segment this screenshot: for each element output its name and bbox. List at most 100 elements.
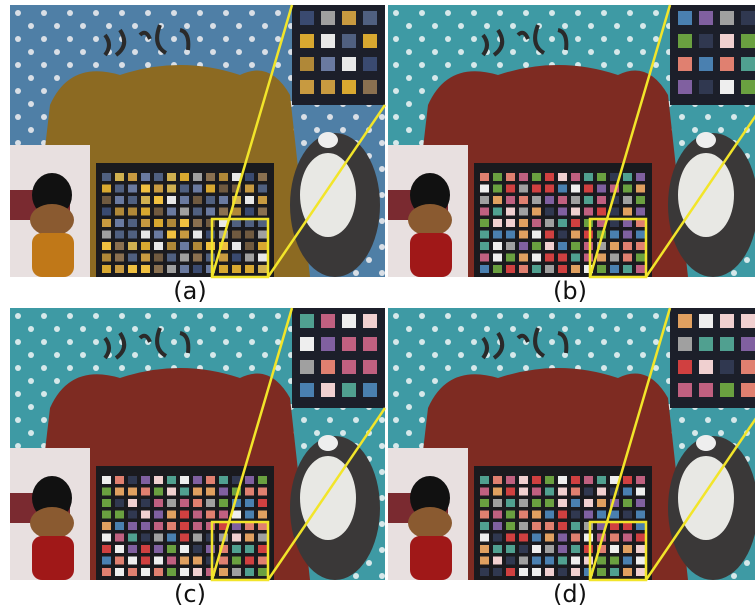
checker-patch [636,196,645,204]
checker-patch [219,488,228,496]
checker-patch [571,173,580,181]
checker-patch [128,545,137,553]
checker-patch [597,265,606,273]
checker-patch [571,219,580,227]
checker-patch [154,208,163,216]
checker-patch [141,254,150,262]
checker-patch [245,231,254,239]
checker-patch [128,265,137,273]
checker-patch [232,231,241,239]
checker-patch [167,242,176,250]
checker-patch [571,557,580,565]
inset-patch [342,360,356,374]
panel-label: (a) [173,277,206,305]
inset-patch [300,314,314,328]
checker-patch [636,488,645,496]
photo-panel [10,5,385,277]
checker-patch [571,522,580,530]
checker-patch [167,185,176,193]
checker-patch [558,522,567,530]
inset-patch [363,57,377,71]
checker-patch [128,242,137,250]
checker-patch [519,568,528,576]
inset-patch [678,34,692,48]
checker-patch [506,185,515,193]
checker-patch [141,545,150,553]
checker-patch [141,568,150,576]
checker-patch [545,208,554,216]
teddy-head [408,507,452,539]
checker-patch [610,231,619,239]
inset-patch [699,383,713,397]
checker-patch [493,476,502,484]
inset-patch [363,360,377,374]
checker-patch [532,522,541,530]
inset-patch [321,360,335,374]
inset-patch [300,34,314,48]
checker-patch [571,265,580,273]
inset-patch [300,360,314,374]
checker-patch [258,488,267,496]
checker-patch [180,534,189,542]
checker-patch [167,173,176,181]
checker-patch [154,476,163,484]
checker-patch [636,231,645,239]
checker-patch [636,208,645,216]
checker-patch [206,511,215,519]
checker-patch [141,196,150,204]
checker-patch [636,557,645,565]
checker-patch [206,534,215,542]
checker-patch [519,242,528,250]
plush-eye [318,132,338,148]
checker-patch [532,568,541,576]
checker-patch [519,173,528,181]
checker-patch [519,488,528,496]
inset-patch [720,34,734,48]
checker-patch [154,219,163,227]
checker-patch [258,185,267,193]
checker-patch [115,185,124,193]
checker-patch [154,242,163,250]
checker-patch [115,568,124,576]
checker-patch [480,242,489,250]
checker-patch [141,511,150,519]
inset-patch [741,383,755,397]
checker-patch [493,488,502,496]
checker-patch [480,208,489,216]
checker-patch [193,499,202,507]
checker-patch [180,219,189,227]
plush-belly [300,153,356,237]
checker-patch [167,219,176,227]
checker-patch [115,242,124,250]
checker-patch [245,173,254,181]
checker-patch [219,511,228,519]
checker-patch [258,231,267,239]
checker-patch [597,185,606,193]
inset-patch [363,383,377,397]
checker-patch [206,254,215,262]
checker-patch [623,534,632,542]
checker-patch [141,185,150,193]
inset-patch [741,360,755,374]
checker-patch [558,208,567,216]
checker-patch [506,522,515,530]
teddy-head [30,507,74,539]
checker-patch [128,185,137,193]
checker-patch [636,568,645,576]
checker-patch [141,522,150,530]
checker-patch [623,196,632,204]
checker-patch [193,476,202,484]
checker-patch [141,242,150,250]
inset-patch [342,383,356,397]
inset-patch [300,337,314,351]
checker-patch [558,534,567,542]
checker-patch [519,476,528,484]
checker-patch [610,265,619,273]
checker-patch [623,208,632,216]
checker-patch [532,196,541,204]
photo-panel [388,5,755,277]
checker-patch [245,208,254,216]
checker-patch [232,254,241,262]
checker-patch [115,219,124,227]
checker-patch [597,196,606,204]
